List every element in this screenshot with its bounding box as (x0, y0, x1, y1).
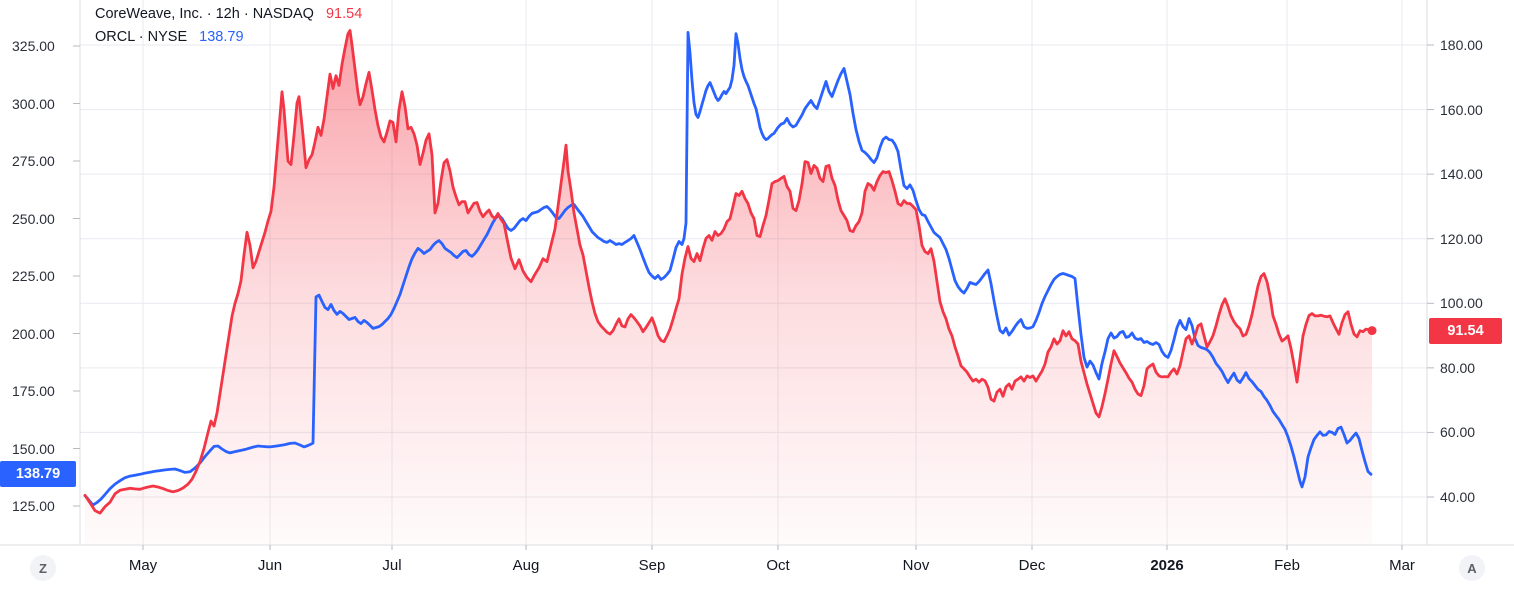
time-axis-label: Feb (1274, 557, 1300, 574)
legend-symbol-coreweave: CoreWeave, Inc. · 12h · NASDAQ (95, 6, 314, 22)
legend-row-orcl[interactable]: ORCL · NYSE 138.79 (95, 26, 362, 49)
right-axis-label: 160.00 (1440, 101, 1483, 118)
time-axis-label: Sep (638, 557, 666, 574)
left-axis-label: 200.00 (12, 325, 55, 342)
right-axis-label: 60.00 (1440, 424, 1476, 441)
legend-price-coreweave: 91.54 (325, 6, 363, 22)
auto-scale-button[interactable]: A (1459, 555, 1485, 581)
time-axis-label: 2026 (1150, 557, 1184, 574)
left-axis-label: 125.00 (12, 498, 55, 514)
orcl-line-series[interactable] (83, 31, 1373, 507)
coreweave-last-price-badge: 91.54 (1429, 317, 1502, 344)
last-price-dot (1367, 326, 1377, 336)
left-axis-label: 175.00 (12, 383, 55, 399)
orcl-last-price-badge: 138.79 (0, 461, 76, 488)
left-axis-label: 250.00 (12, 210, 55, 227)
legend-row-coreweave[interactable]: CoreWeave, Inc. · 12h · NASDAQ 91.54 (95, 3, 362, 26)
right-axis-label: 40.00 (1440, 489, 1476, 505)
time-axis-label: Nov (902, 557, 930, 574)
coreweave-line-series[interactable] (83, 29, 1374, 515)
legend-symbol-orcl: ORCL · NYSE (95, 28, 188, 45)
coreweave-area-fill (85, 30, 1372, 545)
legend-price-orcl: 138.79 (199, 28, 244, 45)
time-axis-label: Jun (257, 557, 283, 574)
left-axis-label: 150.00 (12, 440, 55, 457)
right-price-axis[interactable]: 180.00 160.00 140.00 120.00 100.00 80.00 60.00… (1427, 0, 1514, 545)
right-axis-label: 120.00 (1440, 230, 1483, 247)
left-axis-label: 300.00 (12, 95, 55, 112)
right-axis-label: 80.00 (1440, 359, 1476, 376)
left-axis-label: 275.00 (12, 153, 55, 169)
left-axis-label: 225.00 (12, 268, 55, 284)
legend: CoreWeave, Inc. · 12h · NASDAQ 91.54 ORC… (95, 3, 362, 48)
left-axis-label: 325.00 (12, 38, 55, 54)
time-axis-label: Jul (382, 557, 402, 574)
right-axis-label: 100.00 (1440, 295, 1483, 312)
right-axis-label: 180.00 (1440, 37, 1483, 53)
timezone-button[interactable]: Z (30, 555, 56, 581)
right-axis-label: 140.00 (1440, 166, 1483, 183)
time-axis[interactable]: May Jun Jul Aug Sep Oct Nov Dec 2026 Feb Mar (0, 545, 1514, 589)
time-axis-label: May (128, 557, 158, 574)
time-axis-label: Oct (766, 557, 790, 574)
time-axis-label: Mar (1389, 557, 1415, 574)
left-price-axis[interactable]: 325.00 300.00 275.00 250.00 225.00 200.00 175.… (0, 0, 80, 545)
time-axis-label: Dec (1018, 557, 1046, 574)
time-axis-label: Aug (512, 557, 540, 574)
